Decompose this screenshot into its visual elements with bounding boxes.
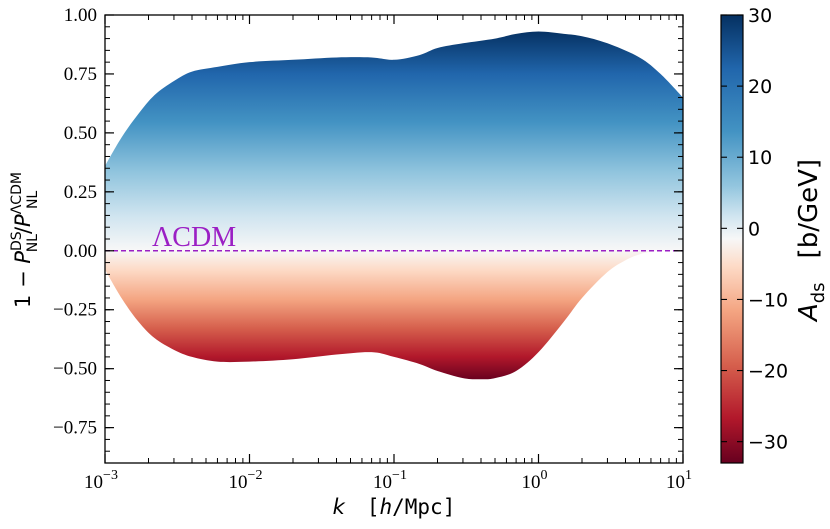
x-axis-unit-open: [ xyxy=(367,495,380,519)
y-axis-p1: P xyxy=(11,251,35,264)
positive-suppression-region xyxy=(105,31,683,251)
y-tick-label: 0.75 xyxy=(64,64,97,85)
x-tick-label: 101 xyxy=(666,468,692,493)
x-axis: 10−3 10−2 10−1 100 101 xyxy=(84,15,692,493)
x-tick-label: 10−3 xyxy=(84,468,118,493)
y-tick-label: −0.25 xyxy=(53,300,97,321)
negative-suppression-region xyxy=(105,250,683,380)
y-axis: 1.00 0.75 0.50 0.25 0.00 −0.25 −0.50 −0.75 xyxy=(53,5,683,464)
colorbar-gradient xyxy=(720,14,744,464)
x-axis-unit-rest: /Mpc] xyxy=(392,495,455,519)
y-axis-p2: P xyxy=(11,214,35,227)
y-axis-title: 1 − PDSNL/PΛCDMNL xyxy=(9,172,41,308)
y-axis-sup-ds: DS xyxy=(9,231,25,251)
y-axis-sub-nl1: NL xyxy=(25,234,41,252)
y-tick-label: 0.00 xyxy=(64,241,97,262)
colorbar-tick-label: 30 xyxy=(748,5,772,27)
colorbar-tick-label: −10 xyxy=(748,289,788,311)
y-axis-sub-nl2: NL xyxy=(25,191,41,209)
colorbar-ticks: 30 20 10 0 −10 −20 −30 xyxy=(721,5,788,454)
y-tick-label: 0.25 xyxy=(64,182,97,203)
colorbar-tick-label: −30 xyxy=(748,432,788,454)
x-tick-label: 10−1 xyxy=(373,468,407,493)
x-tick-label: 10−2 xyxy=(229,468,263,493)
y-tick-label: −0.75 xyxy=(53,418,97,439)
x-axis-unit-h: h xyxy=(379,495,392,519)
plot-area: ΛCDM xyxy=(105,31,683,380)
x-tick-label: 100 xyxy=(522,468,548,493)
y-tick-label: 0.50 xyxy=(64,123,97,144)
y-axis-prefix: 1 − xyxy=(11,264,35,308)
colorbar-tick-label: 0 xyxy=(748,218,760,240)
x-axis-title: k [h/Mpc] xyxy=(333,495,456,519)
lcdm-label: ΛCDM xyxy=(152,222,236,253)
colorbar-title: Ads [b/GeV] xyxy=(794,159,829,323)
colorbar-tick-label: 20 xyxy=(748,76,772,98)
x-axis-var: k xyxy=(333,495,346,519)
y-axis-sup-lcdm: ΛCDM xyxy=(9,172,25,214)
colorbar: 30 20 10 0 −10 −20 −30 Ads [b/GeV] xyxy=(720,5,829,464)
y-tick-label: −0.50 xyxy=(53,359,97,380)
y-tick-label: 1.00 xyxy=(64,5,97,26)
colorbar-var: A xyxy=(794,303,824,323)
colorbar-tick-label: −20 xyxy=(748,361,788,383)
colorbar-tick-label: 10 xyxy=(748,147,772,169)
colorbar-unit: [b/GeV] xyxy=(794,159,824,258)
colorbar-sub: ds xyxy=(808,282,829,303)
y-axis-slash: / xyxy=(11,226,35,234)
